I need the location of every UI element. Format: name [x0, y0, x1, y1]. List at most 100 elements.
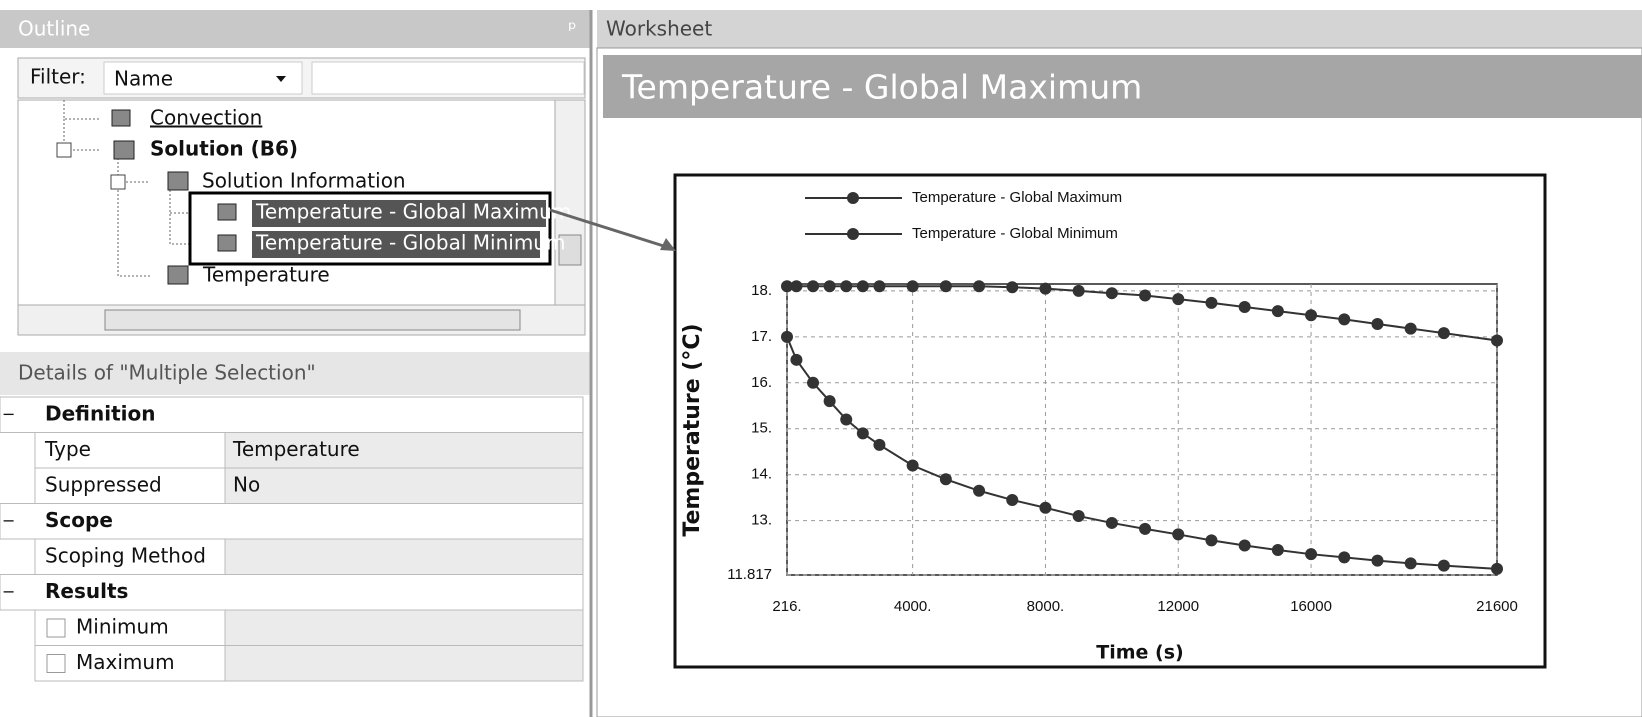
value-cell [224, 645, 584, 682]
data-point [1205, 534, 1218, 547]
data-point [856, 280, 869, 293]
data-point [1039, 501, 1052, 514]
outline-title: Outline [18, 17, 90, 41]
row-label: Suppressed [45, 472, 162, 496]
selection-highlight [252, 231, 540, 258]
vertical-scrollbar[interactable] [554, 99, 586, 306]
legend-label: Temperature - Global Minimum [912, 225, 1118, 242]
tree-node[interactable]: Temperature - Global Minimum [255, 231, 565, 255]
y-tick-label: 17. [751, 328, 772, 345]
y-tick-label: 14. [751, 466, 772, 483]
data-point [1006, 281, 1019, 294]
data-point [1105, 287, 1118, 300]
data-point [840, 280, 853, 293]
data-point [973, 484, 986, 497]
data-point [1238, 300, 1251, 313]
label-cell [34, 538, 226, 575]
collapse-sign[interactable]: − [2, 582, 15, 601]
y-tick-label: 16. [751, 374, 772, 391]
group-name: Results [45, 579, 128, 603]
collapse-sign[interactable]: − [2, 404, 15, 423]
data-point [973, 280, 986, 293]
data-point [1172, 293, 1185, 306]
y-tick-label: 13. [751, 512, 772, 529]
worksheet-title: Worksheet [606, 17, 712, 41]
row-label: Maximum [76, 650, 175, 674]
worksheet-header: Temperature - Global Maximum [621, 68, 1142, 107]
tree-node[interactable]: Temperature - Global Maximum [255, 200, 571, 224]
data-point [1172, 528, 1185, 541]
row-label: Scoping Method [45, 543, 206, 567]
y-tick-label: 11.817 [727, 566, 772, 583]
chart: 11.817 13. 14. 15. 16. 17. 18. 216. 4000. 8000. 12… [680, 189, 1518, 664]
data-point [906, 459, 919, 472]
tree-lines [63, 100, 190, 277]
label-cell [34, 609, 226, 646]
checkbox[interactable] [46, 654, 66, 673]
filter-text-box[interactable] [311, 61, 585, 95]
data-point [1139, 289, 1152, 302]
data-point [790, 353, 803, 366]
data-point [1404, 322, 1417, 335]
label-cell [34, 432, 226, 469]
y-axis-label: Temperature (°C) [680, 323, 705, 536]
data-point [840, 413, 853, 426]
data-point [1491, 562, 1503, 575]
data-point [1338, 551, 1351, 564]
worksheet-title-bar [597, 10, 1642, 48]
data-point [1437, 327, 1450, 340]
data-point [1039, 282, 1052, 295]
checkbox[interactable] [46, 618, 66, 638]
data-point [873, 438, 886, 451]
data-point [939, 473, 952, 486]
dropdown-arrow[interactable] [276, 76, 286, 82]
data-point [1437, 559, 1450, 572]
data-point [1006, 493, 1019, 506]
outline-title-bar [0, 10, 590, 48]
data-point [1105, 516, 1118, 529]
data-point [823, 280, 836, 293]
data-point [1238, 539, 1251, 552]
data-point [1371, 554, 1384, 567]
filter-value: Name [114, 67, 173, 91]
tree-node[interactable]: Solution Information [202, 169, 406, 193]
legend-label: Temperature - Global Maximum [912, 189, 1122, 206]
tree-node[interactable]: Temperature [202, 263, 330, 287]
tree-node[interactable]: Solution (B6) [150, 137, 298, 161]
group-row [0, 396, 584, 433]
x-tick-label: 21600 [1476, 598, 1518, 615]
pin[interactable]: ᵖ [568, 17, 577, 41]
filter-label: Filter: [30, 65, 86, 89]
data-point [1371, 317, 1384, 330]
data-point [1271, 305, 1284, 318]
data-point [807, 376, 820, 389]
h-scroll-thumb[interactable] [104, 309, 521, 331]
filter-dropdown[interactable] [103, 61, 303, 95]
scroll-thumb[interactable] [558, 234, 582, 266]
x-tick-label: 12000 [1157, 598, 1199, 615]
data-point [823, 395, 836, 408]
data-point [1338, 313, 1351, 326]
data-point [1491, 334, 1503, 347]
details-table: − Definition Type Temperature Suppressed No − S… [0, 396, 584, 682]
data-point [856, 427, 869, 440]
collapse-box[interactable] [110, 174, 126, 190]
group-row [0, 574, 584, 611]
row-value: Temperature [232, 437, 360, 461]
arrow-head [660, 238, 676, 251]
collapse-sign[interactable]: − [2, 511, 15, 530]
data-point [807, 280, 820, 293]
legend-marker [847, 228, 859, 240]
details-title-bar [0, 352, 590, 395]
callout-arrow [549, 208, 671, 250]
collapse-box[interactable] [56, 142, 72, 158]
tree-node[interactable]: Convection [150, 106, 262, 130]
value-cell [224, 538, 584, 575]
data-point [1305, 309, 1318, 322]
data-point [1205, 296, 1218, 309]
data-point [781, 280, 793, 293]
label-cell [34, 467, 226, 504]
x-axis-label: Time (s) [1096, 642, 1183, 664]
tree-icons [111, 109, 237, 285]
